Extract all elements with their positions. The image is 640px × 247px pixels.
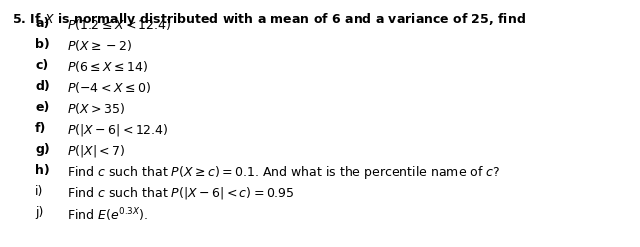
Text: d): d) — [35, 80, 50, 93]
Text: $P(-4 < X \leq 0)$: $P(-4 < X \leq 0)$ — [67, 80, 151, 95]
Text: a): a) — [35, 17, 49, 30]
Text: f): f) — [35, 122, 47, 135]
Text: h): h) — [35, 164, 50, 177]
Text: $P(|X| < 7)$: $P(|X| < 7)$ — [67, 143, 125, 159]
Text: e): e) — [35, 101, 49, 114]
Text: Find $c$ such that $P(X \geq c) = 0.1$. And what is the percentile name of $c$?: Find $c$ such that $P(X \geq c) = 0.1$. … — [67, 164, 500, 181]
Text: Find $E(e^{0.3X})$.: Find $E(e^{0.3X})$. — [67, 206, 148, 224]
Text: j): j) — [35, 206, 44, 219]
Text: g): g) — [35, 143, 50, 156]
Text: Find $c$ such that $P(|X - 6| < c) = 0.95$: Find $c$ such that $P(|X - 6| < c) = 0.9… — [67, 185, 295, 201]
Text: 5. If $X$ is normally distributed with a mean of 6 and a variance of 25, find: 5. If $X$ is normally distributed with a… — [12, 11, 525, 28]
Text: c): c) — [35, 59, 49, 72]
Text: b): b) — [35, 38, 50, 51]
Text: $P(6 \leq X \leq 14)$: $P(6 \leq X \leq 14)$ — [67, 59, 148, 74]
Text: i): i) — [35, 185, 44, 198]
Text: $P(X \geq -2)$: $P(X \geq -2)$ — [67, 38, 132, 53]
Text: $P(|X - 6| < 12.4)$: $P(|X - 6| < 12.4)$ — [67, 122, 169, 138]
Text: $P(X > 35)$: $P(X > 35)$ — [67, 101, 125, 116]
Text: $P(1.2 \leq X < 12.4)$: $P(1.2 \leq X < 12.4)$ — [67, 17, 172, 32]
